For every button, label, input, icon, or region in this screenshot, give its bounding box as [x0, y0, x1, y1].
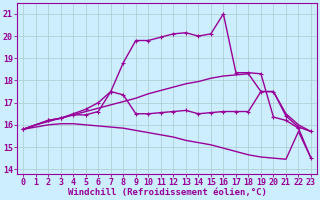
- X-axis label: Windchill (Refroidissement éolien,°C): Windchill (Refroidissement éolien,°C): [68, 188, 267, 197]
